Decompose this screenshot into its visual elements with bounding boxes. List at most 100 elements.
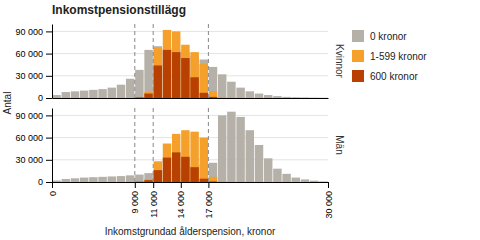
panel: 030 00060 00090 000 <box>15 24 328 103</box>
bar <box>154 170 162 182</box>
series <box>135 152 217 182</box>
legend-label: 600 kronor <box>370 71 418 82</box>
bar <box>255 94 263 98</box>
tick-label: 60 000 <box>15 49 43 59</box>
tick-mark <box>52 182 53 188</box>
bar <box>163 144 171 182</box>
bar <box>209 97 217 98</box>
legend-item: 1-599 kronor <box>352 50 427 62</box>
tick-mark <box>46 182 52 183</box>
bar <box>292 182 300 183</box>
bar <box>200 179 208 182</box>
bar <box>264 95 272 98</box>
grid-line <box>52 31 328 32</box>
reference-line <box>134 24 135 98</box>
bar <box>108 182 116 183</box>
bar <box>246 182 254 183</box>
bar <box>292 97 300 98</box>
y-axis: 030 00060 00090 000 <box>15 25 52 104</box>
bar <box>227 182 235 183</box>
bar <box>273 96 281 98</box>
bar <box>273 98 281 99</box>
grid <box>52 115 328 182</box>
tick-label: 0 <box>48 191 58 196</box>
tick-label: 9 000 <box>130 191 140 214</box>
bar <box>154 46 162 98</box>
bar <box>236 88 244 98</box>
bar <box>255 182 263 183</box>
grid-line <box>52 115 328 116</box>
bar <box>190 166 198 182</box>
bar <box>135 97 143 98</box>
bar <box>144 92 152 98</box>
bar <box>135 175 143 182</box>
axis-line <box>53 98 329 99</box>
series <box>52 46 327 98</box>
bar <box>319 97 327 98</box>
bar <box>319 98 327 99</box>
tick-label: 30 000 <box>15 155 43 165</box>
bar <box>190 52 198 98</box>
bar <box>246 98 254 99</box>
tick-label: 14 000 <box>176 191 186 219</box>
bar <box>218 115 226 182</box>
panel: 030 00060 00090 00009 00011 00014 00017 … <box>15 108 333 219</box>
bar <box>264 98 272 99</box>
tick-label: 90 000 <box>15 111 43 121</box>
legend-label: 1-599 kronor <box>370 51 427 62</box>
bar <box>282 182 290 183</box>
tick-mark <box>46 98 52 99</box>
bar <box>126 98 134 99</box>
bar <box>89 182 97 183</box>
bar <box>117 85 125 98</box>
bar <box>246 130 254 182</box>
bar <box>52 182 60 183</box>
tick-label: 0 <box>38 177 43 187</box>
tick-mark <box>46 138 52 139</box>
panel-label: Kvinnor <box>334 44 345 79</box>
reference-line <box>208 108 209 182</box>
bar <box>71 182 79 183</box>
bar <box>246 91 254 98</box>
bar <box>163 50 171 98</box>
bar <box>89 177 97 182</box>
bar <box>255 145 263 182</box>
bar <box>227 82 235 98</box>
bar <box>163 30 171 98</box>
bar <box>282 174 290 182</box>
bar <box>52 95 60 98</box>
bar <box>190 77 198 98</box>
bar <box>282 182 290 183</box>
y-axis-title: Antal <box>2 92 13 115</box>
tick: 30 000 <box>324 182 334 219</box>
tick-label: 30 000 <box>324 191 334 219</box>
bar <box>62 98 70 99</box>
bar <box>282 98 290 99</box>
tick: 0 <box>38 177 52 187</box>
bar <box>282 97 290 98</box>
axis-line <box>53 182 329 183</box>
bar <box>89 98 97 99</box>
bar <box>181 52 189 98</box>
bar <box>236 182 244 183</box>
bar <box>310 182 318 183</box>
bar <box>209 177 217 182</box>
tick: 60 000 <box>15 133 52 143</box>
bar <box>292 178 300 182</box>
bar <box>209 67 217 98</box>
bar <box>135 70 143 98</box>
bar <box>181 130 189 182</box>
tick-label: 30 000 <box>15 71 43 81</box>
bar <box>80 182 88 183</box>
tick: 11 000 <box>149 182 159 218</box>
bar <box>71 98 79 99</box>
bar <box>218 181 226 182</box>
bar <box>200 138 208 182</box>
bar <box>209 181 217 182</box>
bar <box>319 182 327 183</box>
series <box>135 130 226 182</box>
tick-mark <box>46 160 52 161</box>
plot-area <box>52 24 327 98</box>
bar <box>98 182 106 183</box>
bar <box>227 182 235 183</box>
